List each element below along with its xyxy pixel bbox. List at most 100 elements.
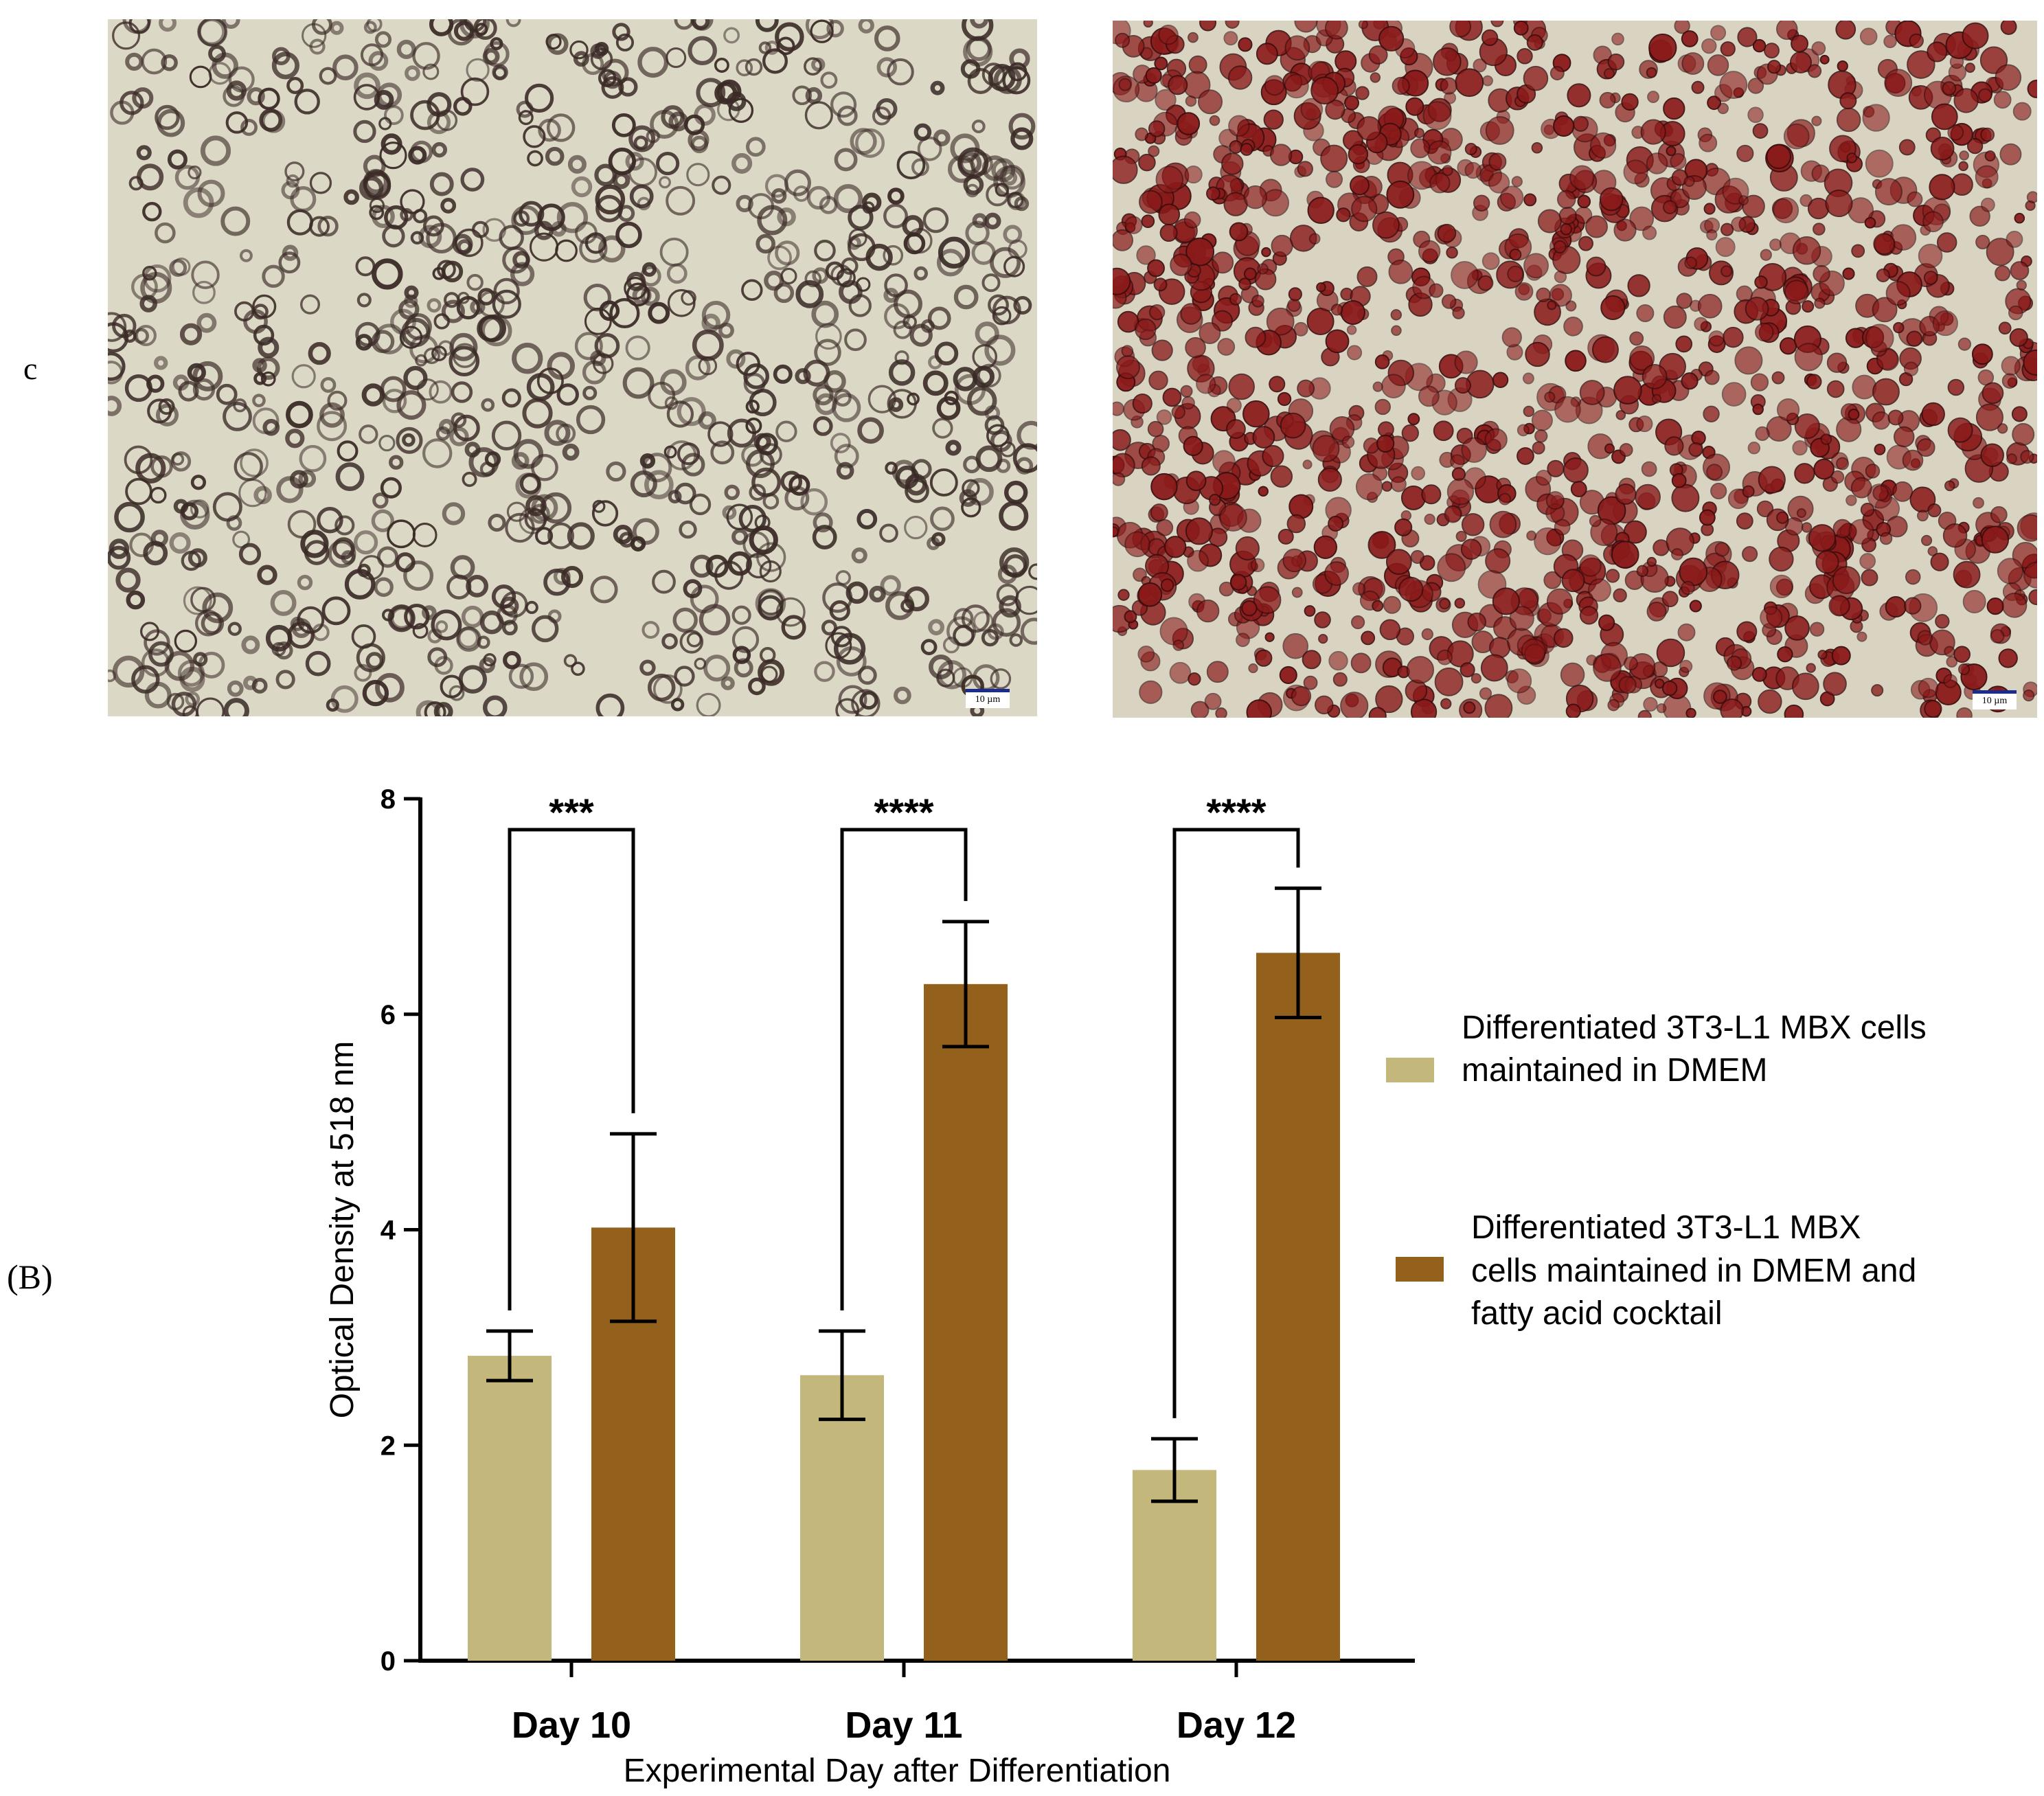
cell bbox=[422, 438, 453, 468]
cell bbox=[749, 484, 766, 501]
cell bbox=[457, 239, 473, 255]
cell bbox=[535, 527, 554, 545]
cell bbox=[642, 453, 672, 483]
cell bbox=[999, 501, 1029, 531]
cell bbox=[429, 380, 453, 404]
cell bbox=[1701, 38, 1717, 54]
cell bbox=[363, 170, 391, 198]
cell bbox=[1703, 203, 1716, 215]
cell bbox=[192, 280, 216, 304]
cell bbox=[1215, 707, 1227, 718]
cell bbox=[686, 632, 702, 648]
cell bbox=[379, 141, 407, 170]
cell bbox=[835, 570, 851, 586]
cell bbox=[727, 418, 756, 448]
cell bbox=[353, 530, 378, 555]
cell bbox=[1279, 666, 1297, 685]
cell bbox=[427, 298, 442, 313]
cell bbox=[731, 152, 753, 174]
cell bbox=[820, 71, 838, 89]
cell bbox=[183, 586, 212, 615]
cell bbox=[689, 493, 712, 516]
cell bbox=[114, 501, 145, 533]
cell bbox=[362, 679, 389, 707]
cell bbox=[479, 462, 495, 477]
cell bbox=[1892, 481, 1914, 502]
cell bbox=[431, 345, 447, 361]
cell bbox=[492, 289, 521, 319]
cell bbox=[927, 536, 940, 550]
cell bbox=[814, 661, 835, 682]
cell bbox=[760, 666, 778, 683]
cell bbox=[1874, 443, 1886, 455]
cell bbox=[1188, 32, 1199, 43]
cell bbox=[126, 590, 146, 610]
cell bbox=[670, 698, 685, 712]
cell bbox=[2014, 212, 2025, 224]
cell bbox=[1865, 464, 1881, 479]
cell bbox=[1799, 194, 1813, 207]
cell bbox=[606, 461, 626, 482]
cell bbox=[970, 19, 989, 29]
significance-label: **** bbox=[874, 791, 933, 834]
cell bbox=[615, 33, 635, 52]
cell bbox=[503, 650, 521, 670]
cell bbox=[510, 262, 535, 286]
cell bbox=[1368, 707, 1387, 718]
cell bbox=[320, 377, 337, 393]
cell bbox=[1747, 442, 1761, 455]
cell bbox=[449, 332, 478, 361]
cell bbox=[167, 149, 188, 170]
cell bbox=[381, 133, 402, 155]
cell bbox=[628, 125, 656, 152]
cell bbox=[380, 477, 402, 499]
cell bbox=[819, 196, 838, 214]
cell bbox=[403, 560, 434, 591]
micrograph-fatty-acid: 10 µm bbox=[1113, 21, 2037, 718]
cell bbox=[804, 270, 822, 288]
cell bbox=[805, 19, 834, 40]
cell bbox=[835, 698, 860, 716]
cell bbox=[360, 43, 384, 67]
cell bbox=[1627, 274, 1650, 297]
cell bbox=[518, 110, 534, 126]
cell bbox=[1637, 709, 1652, 718]
cell bbox=[848, 294, 872, 317]
cell bbox=[429, 172, 454, 196]
cell bbox=[830, 264, 852, 286]
cell bbox=[527, 150, 543, 167]
cell bbox=[343, 189, 359, 205]
cell bbox=[155, 104, 180, 130]
cell bbox=[811, 300, 839, 328]
cell bbox=[1255, 649, 1273, 667]
cell bbox=[289, 470, 308, 489]
legend-label: fatty acid cocktail bbox=[1471, 1295, 1722, 1332]
cell bbox=[659, 176, 671, 189]
cell bbox=[579, 234, 608, 263]
cell bbox=[834, 148, 858, 172]
cell bbox=[202, 592, 234, 624]
cell bbox=[1003, 225, 1023, 245]
cell bbox=[227, 680, 244, 697]
cell bbox=[108, 361, 124, 385]
cell bbox=[961, 604, 990, 633]
cell bbox=[185, 692, 201, 707]
cell bbox=[652, 569, 676, 594]
cell bbox=[247, 87, 265, 106]
cell bbox=[641, 621, 660, 639]
cell bbox=[512, 343, 543, 374]
cell bbox=[845, 581, 869, 604]
cell bbox=[962, 19, 994, 41]
cell bbox=[1685, 707, 1696, 718]
cell bbox=[481, 398, 495, 412]
cell bbox=[1013, 295, 1032, 315]
cell bbox=[745, 399, 760, 414]
cell bbox=[1440, 698, 1452, 709]
cell bbox=[611, 113, 636, 137]
cell bbox=[169, 259, 188, 277]
cell bbox=[874, 25, 900, 52]
cell bbox=[332, 54, 359, 81]
cell bbox=[644, 470, 674, 500]
cell bbox=[374, 31, 392, 48]
cell bbox=[720, 676, 735, 690]
